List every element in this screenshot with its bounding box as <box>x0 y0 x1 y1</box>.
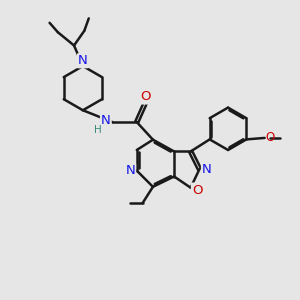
Text: N: N <box>202 163 212 176</box>
Text: O: O <box>192 184 202 196</box>
Text: N: N <box>78 54 88 67</box>
Text: O: O <box>140 91 151 103</box>
Text: N: N <box>125 164 135 177</box>
Text: O: O <box>265 131 274 144</box>
Text: N: N <box>101 114 111 127</box>
Text: H: H <box>94 125 101 135</box>
Text: methyl: methyl <box>141 213 146 214</box>
